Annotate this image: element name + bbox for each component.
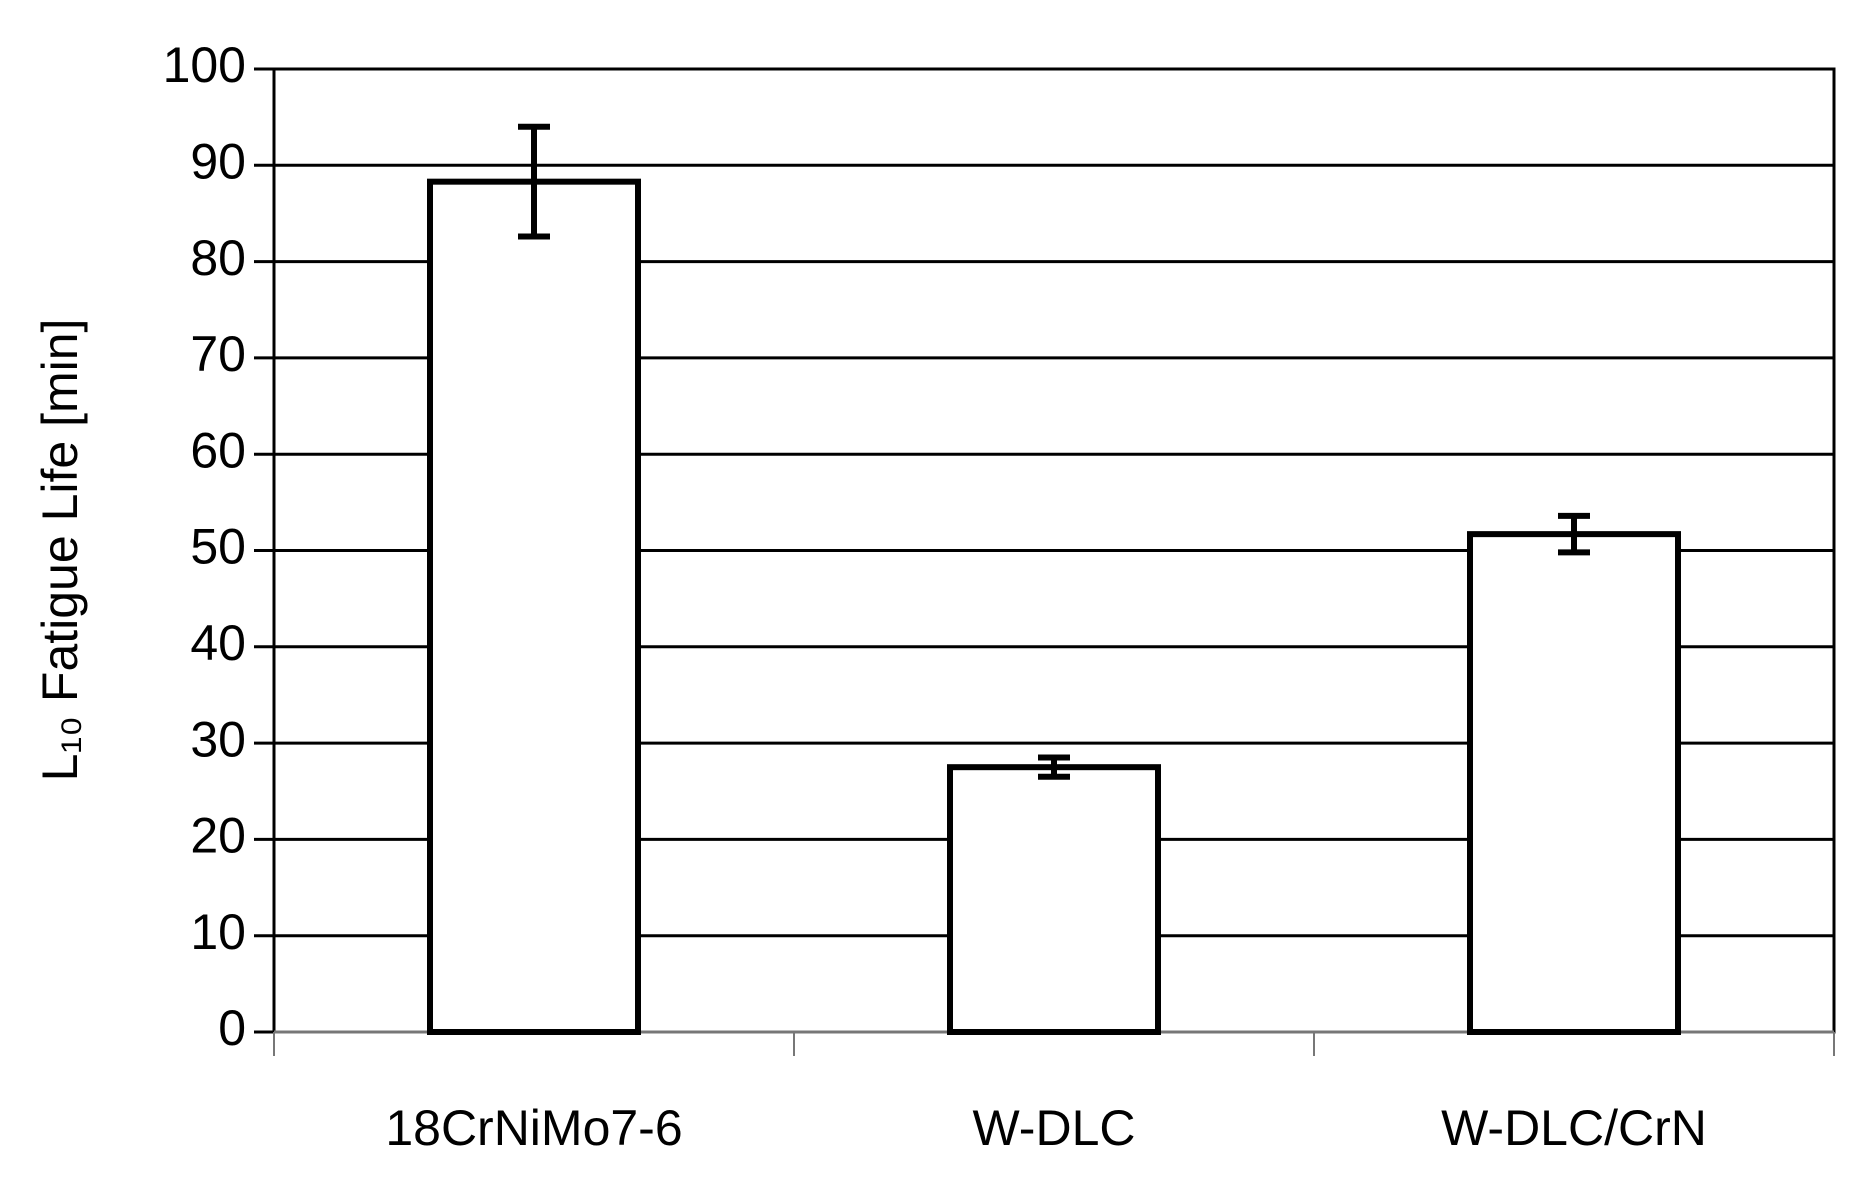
bar: [1467, 531, 1681, 1036]
y-tick-label: 40: [190, 615, 246, 671]
y-axis-title: L₁₀ Fatigue Life [min]: [32, 319, 88, 782]
y-tick-label: 60: [190, 422, 246, 478]
bar: [427, 178, 641, 1035]
error-bar: [1038, 754, 1070, 780]
y-tick-label: 10: [190, 904, 246, 960]
y-tick-label: 50: [190, 519, 246, 575]
y-tick-label: 70: [190, 326, 246, 382]
x-tick-label: 18CrNiMo7-6: [385, 1100, 682, 1156]
y-tick-label: 80: [190, 230, 246, 286]
x-tick-label: W-DLC: [973, 1100, 1136, 1156]
y-tick-label: 90: [190, 134, 246, 190]
error-bar: [1558, 512, 1590, 556]
error-bar: [518, 123, 550, 240]
y-tick-label: 0: [218, 1000, 246, 1056]
x-tick-label: W-DLC/CrN: [1441, 1100, 1707, 1156]
y-tick-label: 100: [163, 37, 246, 93]
y-tick-label: 20: [190, 808, 246, 864]
bar: [947, 764, 1161, 1035]
y-tick-label: 30: [190, 711, 246, 767]
